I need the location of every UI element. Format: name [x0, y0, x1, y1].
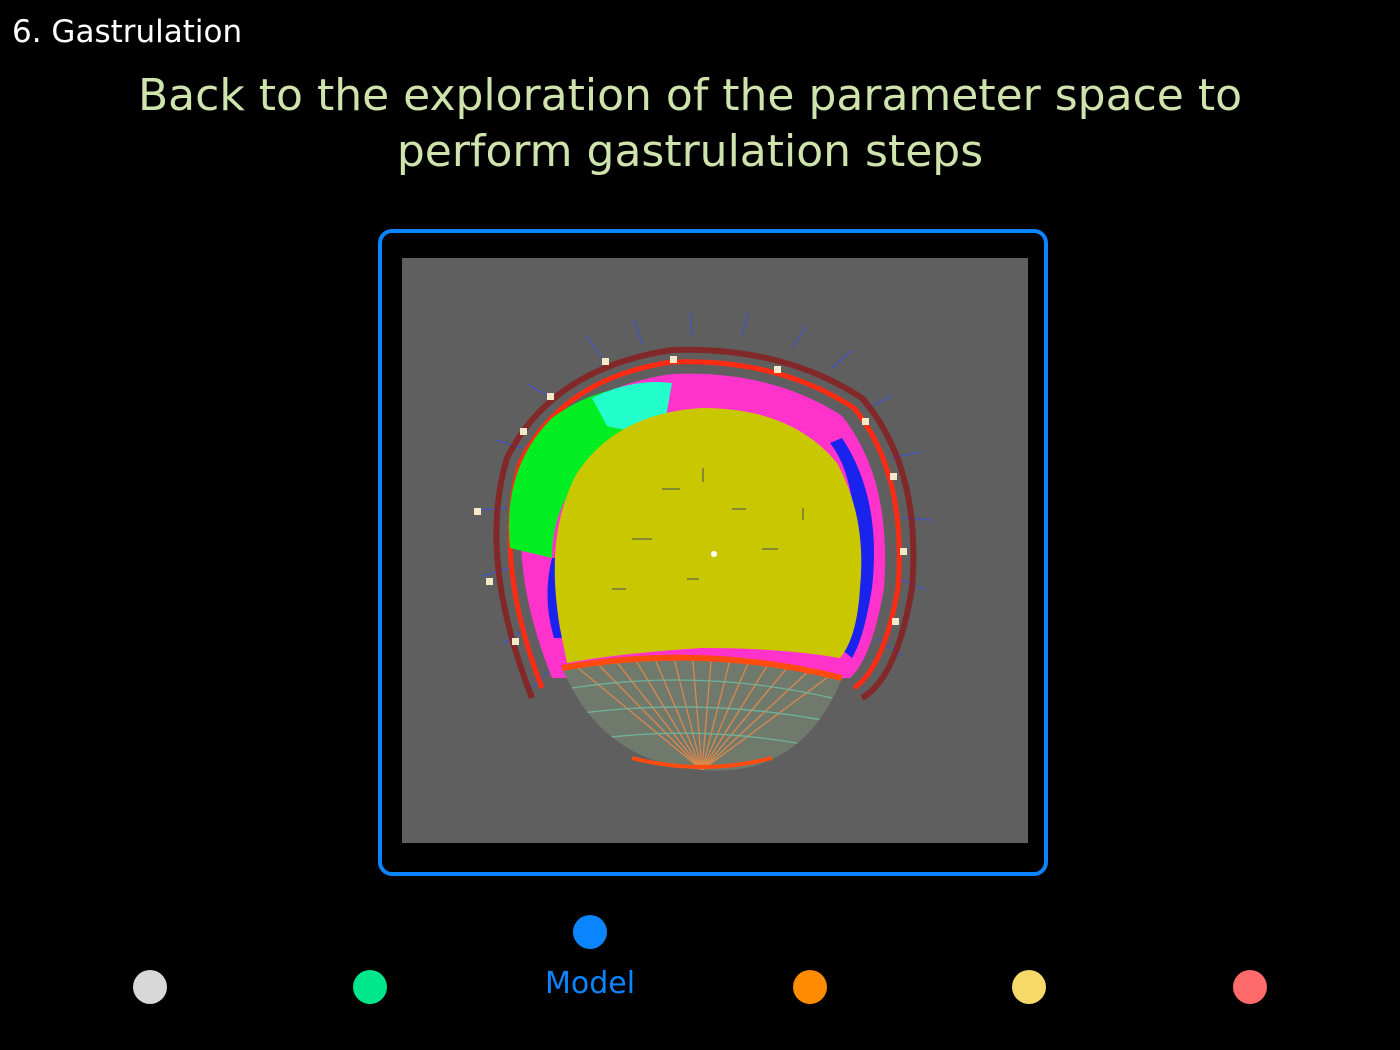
nav-dot-6[interactable]	[1233, 970, 1267, 1004]
nav-dot-model[interactable]	[573, 915, 607, 949]
nav-dot-4[interactable]	[793, 970, 827, 1004]
slide-title-line-1: Back to the exploration of the parameter…	[138, 70, 1242, 121]
center-marker	[711, 551, 717, 557]
yolk-interior	[554, 408, 862, 663]
nav-dot-5[interactable]	[1012, 970, 1046, 1004]
embryo-simulation-render	[474, 312, 933, 771]
nav-dot-2[interactable]	[353, 970, 387, 1004]
lower-cap	[562, 657, 842, 771]
nav-dot-1[interactable]	[133, 970, 167, 1004]
blue-band-right	[830, 438, 874, 658]
slide-title: Back to the exploration of the parameter…	[0, 68, 1380, 180]
nav-label-model[interactable]: Model	[544, 966, 636, 1001]
slide-title-line-2: perform gastrulation steps	[396, 126, 984, 177]
simulation-viewport[interactable]	[402, 258, 1028, 843]
section-label: 6. Gastrulation	[12, 14, 243, 50]
lower-cap-mesh	[571, 655, 833, 771]
membrane-nodes	[474, 356, 907, 645]
yolk-speckles	[612, 468, 804, 590]
blue-band-left	[547, 558, 562, 638]
outer-membrane	[493, 346, 917, 701]
